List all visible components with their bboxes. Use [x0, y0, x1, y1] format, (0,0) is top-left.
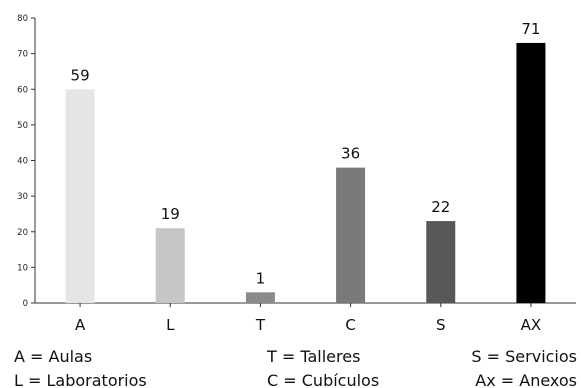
data-label-t: 1	[256, 269, 266, 287]
x-tick-label-ax: AX	[521, 316, 542, 334]
x-tick-label-c: C	[345, 316, 355, 334]
bar-ax	[516, 42, 546, 303]
x-tick-label-l: L	[166, 316, 175, 334]
data-label-s: 22	[431, 198, 450, 216]
x-tick-label-a: A	[75, 316, 86, 334]
legend-item-anexos: Ax = Anexos	[475, 371, 577, 388]
data-label-ax: 71	[521, 20, 540, 38]
bar-t	[245, 292, 275, 303]
x-tick-label-t: T	[255, 316, 266, 334]
bar-s	[426, 221, 456, 303]
data-label-l: 19	[161, 205, 180, 223]
y-tick-label: 70	[17, 50, 28, 60]
x-ticks: A L T C S AX	[75, 303, 541, 334]
y-ticks: 0 10 20 30 40 50 60 70 80	[17, 14, 35, 309]
legend-item-servicios: S = Servicios	[471, 347, 577, 366]
legend-item-aulas: A = Aulas	[14, 347, 92, 366]
y-tick-label: 60	[17, 85, 28, 95]
y-tick-label: 40	[17, 157, 28, 167]
axes	[34, 18, 576, 304]
data-labels: 59 19 1 36 22 71	[71, 20, 541, 287]
data-label-c: 36	[341, 145, 360, 163]
bar-l	[155, 228, 185, 303]
legend-item-laboratorios: L = Laboratorios	[14, 371, 147, 388]
y-tick-label: 50	[17, 121, 28, 131]
y-tick-label: 80	[17, 14, 28, 24]
bars	[65, 42, 546, 303]
y-tick-label: 20	[17, 228, 28, 238]
bar-c	[336, 167, 366, 303]
bar-a	[65, 89, 95, 303]
y-tick-label: 10	[17, 263, 28, 273]
x-tick-label-s: S	[436, 316, 446, 334]
legend-item-cubiculos: C = Cubículos	[267, 371, 379, 388]
data-label-a: 59	[71, 66, 90, 84]
legend: A = Aulas L = Laboratorios T = Talleres …	[14, 347, 577, 388]
legend-item-talleres: T = Talleres	[266, 347, 360, 366]
y-tick-label: 30	[17, 192, 28, 202]
y-tick-label: 0	[23, 299, 28, 309]
